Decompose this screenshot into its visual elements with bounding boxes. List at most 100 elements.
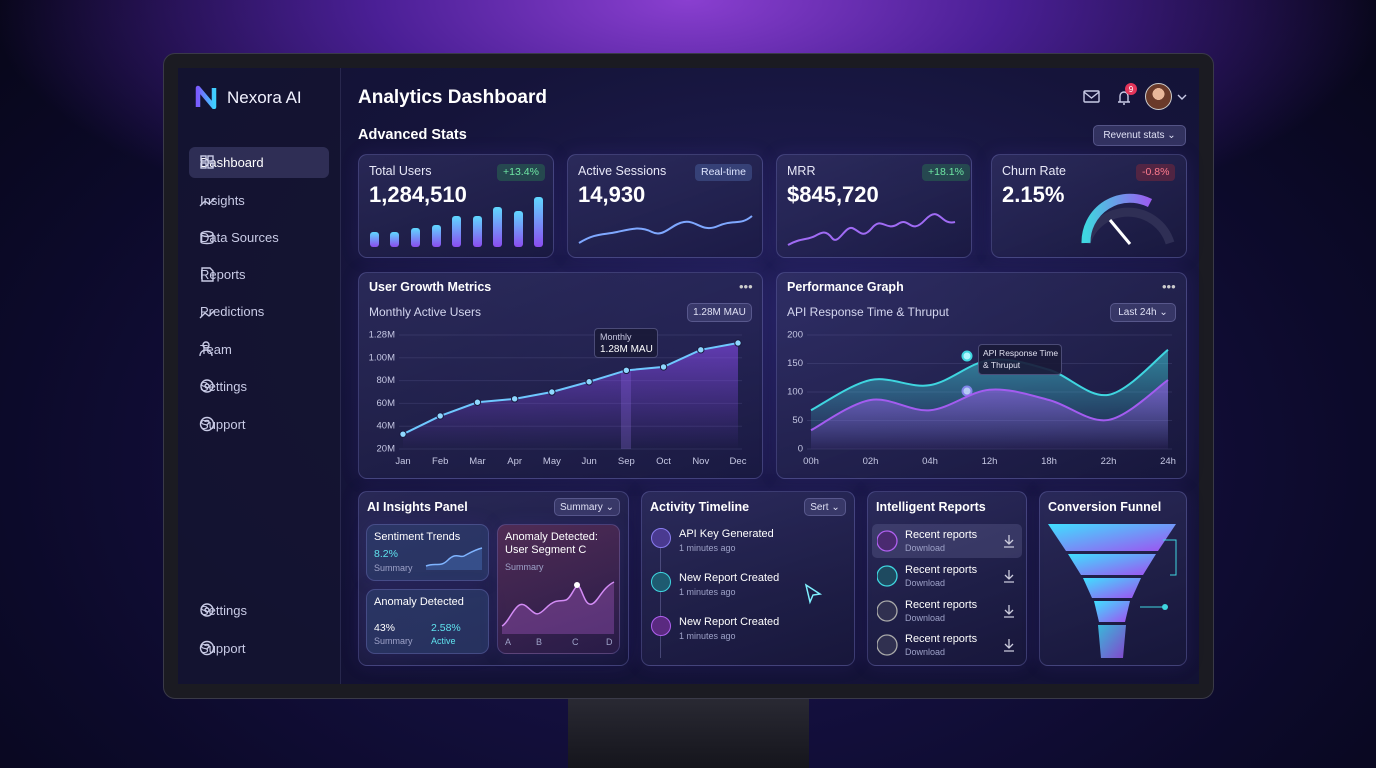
report-title[interactable]: Recent reports (905, 633, 978, 645)
mini-axis-label: D (606, 637, 613, 647)
activity-time: 1 minutes ago (679, 587, 736, 597)
tooltip (978, 344, 1062, 375)
report-action[interactable]: Download (905, 578, 946, 588)
insight-note: Active (431, 636, 456, 646)
stat-label: Churn Rate (1002, 164, 1066, 178)
tooltip (594, 328, 658, 358)
x-tick-label: 18h (1041, 456, 1057, 467)
x-tick-label: Mar (469, 456, 485, 467)
nav-item[interactable]: Data Sources (200, 230, 279, 245)
insight-card[interactable] (366, 589, 489, 654)
mini-axis-label: C (572, 637, 579, 647)
y-tick-label: 60M (377, 398, 396, 409)
y-tick-label: 150 (787, 358, 803, 369)
nav-item[interactable]: Dashboard (200, 155, 264, 170)
brand-logo (195, 85, 217, 109)
y-tick-label: 200 (787, 330, 803, 341)
chart-subtitle: API Response Time & Thruput (787, 305, 949, 319)
area-fill (403, 342, 738, 449)
filter-label: Last 24h (1118, 307, 1157, 318)
insight-card[interactable] (497, 524, 620, 654)
x-tick-label: 00h (803, 456, 819, 467)
header-icons[interactable] (1082, 88, 1192, 108)
report-action[interactable]: Download (905, 543, 946, 553)
nav-item[interactable]: Predictions (200, 304, 265, 319)
filter-label: Summary (560, 501, 603, 513)
insight-value: 8.2% (374, 548, 398, 560)
insight-title: Anomaly Detected (374, 596, 464, 608)
report-action[interactable]: Download (905, 647, 946, 657)
x-tick-label: 12h (982, 456, 998, 467)
stat-badge: Real-time (695, 164, 752, 181)
panel-title: Intelligent Reports (876, 500, 986, 514)
monitor-stand (568, 696, 809, 768)
nav-item[interactable]: Team (200, 342, 232, 357)
y-tick-label: 0 (798, 444, 803, 455)
filter-label: Revenut stats (1103, 130, 1165, 141)
report-title[interactable]: Recent reports (905, 564, 978, 576)
point (622, 366, 631, 375)
y-tick-label: 20M (377, 444, 396, 455)
activity-time: 1 minutes ago (679, 631, 736, 641)
tooltip-value: 1.28M MAU (600, 344, 653, 355)
avatar[interactable] (1145, 83, 1172, 110)
line (402, 341, 739, 436)
nav-item[interactable]: Reports (200, 267, 246, 282)
y-tick-label: 1.00M (369, 352, 395, 363)
stat-badge: -0.8% (1136, 164, 1176, 181)
report-title[interactable]: Recent reports (905, 599, 978, 611)
point (436, 412, 444, 420)
sessions-sparkline (578, 215, 753, 244)
x-tick-label: Oct (656, 456, 671, 467)
x-tick-label: 24h (1160, 456, 1176, 467)
point (659, 363, 668, 371)
more-menu[interactable]: ••• (1162, 279, 1176, 294)
nav-item[interactable]: Support (200, 417, 246, 432)
stat-value: 2.15% (1002, 182, 1065, 207)
x-tick-label: Jan (395, 456, 410, 467)
point (473, 398, 482, 406)
activity-sort[interactable]: Sert ⌄ (804, 498, 846, 516)
y-tick-label: 1.28M (369, 330, 395, 341)
more-menu[interactable]: ••• (739, 279, 753, 294)
panel-title: User Growth Metrics (369, 280, 492, 294)
panel-badge: 1.28M MAU (687, 303, 752, 322)
tooltip-line: API Response Time (983, 348, 1059, 358)
mrr-sparkline (787, 213, 956, 246)
panel-title: Conversion Funnel (1048, 500, 1162, 514)
panel-title: Performance Graph (787, 280, 904, 294)
activity-title: New Report Created (679, 616, 780, 628)
stats-filter[interactable]: Revenut stats ⌄ (1093, 125, 1186, 146)
activity-panel (641, 491, 855, 666)
x-tick-label: 04h (922, 456, 938, 467)
report-action[interactable]: Download (905, 613, 946, 623)
stat-label: Active Sessions (578, 164, 667, 178)
insight-card[interactable] (366, 524, 489, 581)
x-tick-label: Nov (692, 456, 709, 467)
stat-value: $845,720 (787, 182, 879, 207)
report-icons (877, 530, 1014, 656)
nav-item[interactable]: Support (200, 641, 246, 656)
x-tick-label: Dec (730, 456, 747, 467)
insight-title: Anomaly Detected: (505, 531, 598, 543)
nav-item[interactable]: Insights (200, 193, 245, 208)
report-title[interactable]: Recent reports (905, 529, 978, 541)
timeline-icon (651, 528, 671, 548)
insight-title: Sentiment Trends (374, 531, 461, 543)
insights-filter[interactable]: Summary ⌄ (554, 498, 620, 516)
insight-note: Summary (374, 636, 413, 646)
chart-subtitle: Monthly Active Users (369, 305, 482, 319)
x-tick-label: May (543, 456, 561, 467)
y-tick-label: 100 (787, 387, 803, 398)
activity-time: 1 minutes ago (679, 543, 736, 553)
insight-note: Summary (374, 563, 413, 573)
x-tick-label: 22h (1101, 456, 1117, 467)
timeline-line (660, 548, 661, 658)
filter-label: Sert (810, 501, 829, 513)
mini-axis-label: B (536, 637, 543, 647)
cursor (804, 583, 823, 605)
range-filter[interactable]: Last 24h ⌄ (1110, 303, 1176, 322)
section-title: Advanced Stats (358, 127, 467, 143)
x-tick-label: 02h (863, 456, 879, 467)
point (510, 395, 519, 403)
